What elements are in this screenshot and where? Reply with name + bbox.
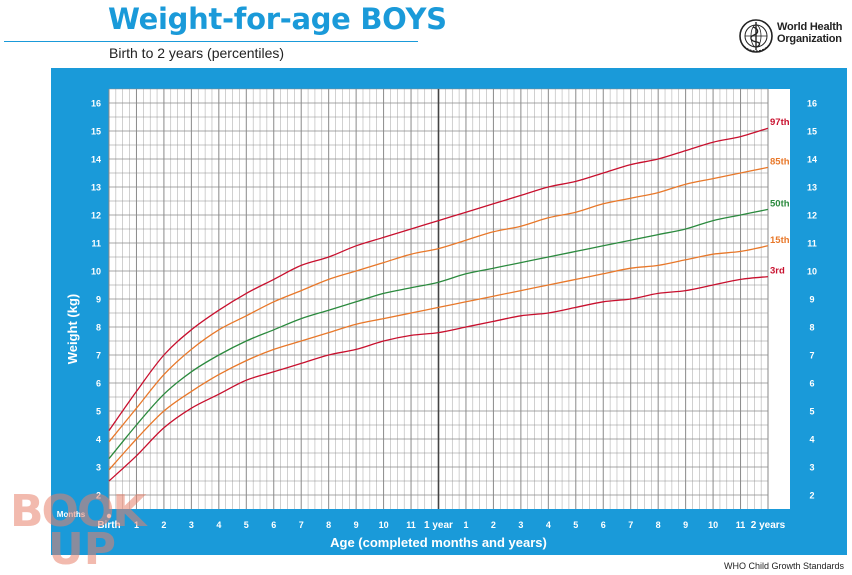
- y-tick-label-left: 4: [96, 435, 101, 445]
- y-tick-label-right: 12: [807, 211, 817, 221]
- y-tick-label-left: 15: [91, 127, 101, 137]
- percentile-line-p15: [108, 245, 769, 471]
- y-tick-label-right: 15: [807, 127, 817, 137]
- y-tick-label-left: 9: [96, 295, 101, 305]
- y-tick-label-left: 7: [96, 351, 101, 361]
- x-tick-label: 9: [683, 520, 688, 530]
- y-tick-label-right: 2: [809, 491, 814, 501]
- x-tick-label: 4: [546, 520, 551, 530]
- y-tick-label-left: 6: [96, 379, 101, 389]
- org-line-1: World Health: [777, 21, 843, 33]
- footer-credit: WHO Child Growth Standards: [723, 561, 844, 571]
- x-tick-label: 1: [463, 520, 468, 530]
- x-tick-label: 3: [189, 520, 194, 530]
- x-tick-label: 2: [491, 520, 496, 530]
- x-tick-label: 10: [379, 520, 389, 530]
- x-tick-label: 11: [736, 520, 746, 530]
- y-tick-label-left: 3: [96, 463, 101, 473]
- label-strip: [768, 89, 790, 509]
- y-tick-label-left: 5: [96, 407, 101, 417]
- x-tick-label: 6: [601, 520, 606, 530]
- y-tick-label-left: 12: [91, 211, 101, 221]
- y-tick-label-right: 7: [809, 351, 814, 361]
- series-label-p97: 97th: [770, 117, 790, 128]
- y-tick-label-right: 16: [807, 99, 817, 109]
- organization-name: World Health Organization: [777, 21, 842, 45]
- x-tick-label: 8: [326, 520, 331, 530]
- x-tick-label: 5: [244, 520, 249, 530]
- percentile-line-p50: [108, 208, 769, 460]
- y-axis-title: Weight (kg): [65, 294, 80, 365]
- y-tick-label-left: 13: [91, 183, 101, 193]
- y-tick-label-right: 14: [807, 155, 817, 165]
- x-tick-label: 2: [161, 520, 166, 530]
- percentile-line-p85: [108, 166, 769, 443]
- y-tick-label-right: 3: [809, 463, 814, 473]
- y-tick-label-left: 2: [96, 491, 101, 501]
- x-tick-label: 3: [518, 520, 523, 530]
- x-tick-label: 8: [656, 520, 661, 530]
- series-label-p3: 3rd: [770, 266, 785, 277]
- who-emblem-icon: [739, 19, 773, 53]
- page-subtitle: Birth to 2 years (percentiles): [109, 45, 285, 61]
- y-tick-label-left: 10: [91, 267, 101, 277]
- y-tick-label-right: 8: [809, 323, 814, 333]
- x-tick-label: 6: [271, 520, 276, 530]
- series-label-p15: 15th: [770, 235, 790, 246]
- x-tick-label: 1: [134, 520, 139, 530]
- y-tick-label-right: 10: [807, 267, 817, 277]
- x-tick-label: 2 years: [751, 520, 786, 531]
- y-tick-label-left: 8: [96, 323, 101, 333]
- y-tick-label-left: 16: [91, 99, 101, 109]
- y-tick-label-left: 11: [91, 239, 101, 249]
- x-axis-months-label: Months: [57, 510, 86, 519]
- watermark-text-bottom: UP: [48, 524, 116, 566]
- series-label-p85: 85th: [770, 156, 790, 167]
- y-tick-label-right: 9: [809, 295, 814, 305]
- title-underline: [4, 41, 418, 42]
- y-tick-label-right: 11: [807, 239, 817, 249]
- birth-marker: [106, 513, 112, 519]
- y-tick-label-right: 4: [809, 435, 814, 445]
- watermark-text-top: BOOK: [10, 486, 148, 537]
- x-tick-label: 1 year: [424, 520, 453, 531]
- y-tick-label-right: 13: [807, 183, 817, 193]
- page-title: Weight-for-age BOYS: [108, 2, 447, 36]
- y-tick-label-right: 5: [809, 407, 814, 417]
- x-tick-label: 4: [216, 520, 221, 530]
- x-tick-label: 5: [573, 520, 578, 530]
- x-tick-label: 7: [299, 520, 304, 530]
- series-label-p50: 50th: [770, 198, 790, 209]
- percentile-line-p97: [108, 127, 769, 431]
- x-tick-label: Birth: [97, 520, 120, 531]
- x-axis-title: Age (completed months and years): [330, 535, 547, 550]
- x-tick-label: 9: [354, 520, 359, 530]
- percentile-line-p3: [108, 275, 769, 482]
- watermark-logo: BOOK UP: [10, 486, 150, 566]
- x-tick-label: 11: [406, 520, 416, 530]
- y-tick-label-right: 6: [809, 379, 814, 389]
- org-line-2: Organization: [777, 33, 842, 45]
- y-tick-label-left: 14: [91, 155, 101, 165]
- x-tick-label: 10: [708, 520, 718, 530]
- x-tick-label: 7: [628, 520, 633, 530]
